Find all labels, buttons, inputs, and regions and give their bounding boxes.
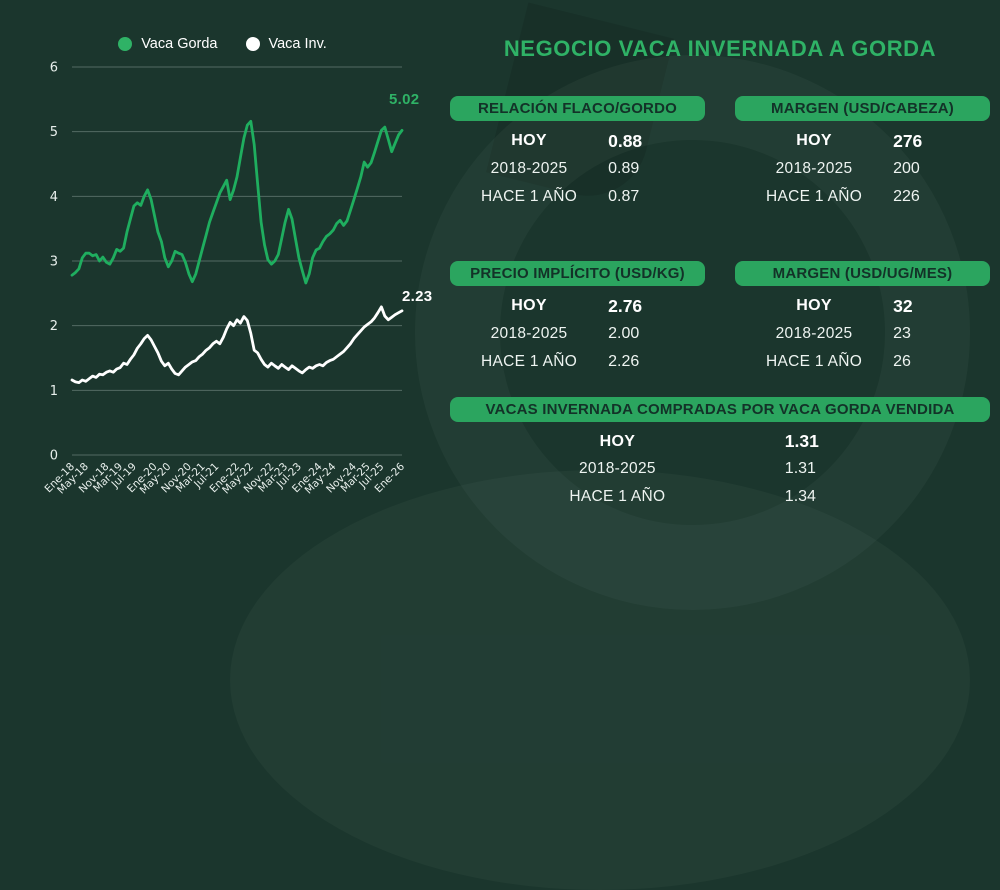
y-axis-label: 0 [50, 449, 58, 464]
stat-row: HOY 0.88 [450, 127, 705, 155]
stat-label: HOY [796, 132, 832, 149]
y-axis-label: 1 [50, 384, 58, 399]
stat-label: HOY [511, 297, 547, 314]
y-axis-label: 5 [50, 125, 58, 140]
y-axis-label: 4 [50, 190, 58, 205]
vaca-inv-last-value: 2.23 [402, 288, 433, 305]
legend-label-vaca-gorda: Vaca Gorda [141, 36, 218, 52]
stat-value: 1.34 [784, 487, 816, 505]
stat-value: 32 [893, 295, 913, 316]
card-title-margen-usd-cabeza: MARGEN (USD/CABEZA) [735, 96, 990, 121]
line-chart-canvas: 0123456Ene-18May-18Nov-18Mar-19Jul-19Ene… [43, 61, 408, 497]
vaca-gorda-last-value: 5.02 [389, 91, 420, 108]
stat-row: HOY 276 [735, 127, 990, 155]
chart-legend: Vaca Gorda Vaca Inv. [0, 36, 445, 52]
stat-value: 0.88 [608, 130, 643, 151]
stat-value: 0.87 [608, 188, 640, 205]
stat-row: 2018-2025 2.00 [450, 320, 705, 348]
y-axis-label: 6 [50, 61, 58, 76]
legend-label-vaca-inv: Vaca Inv. [268, 36, 327, 52]
stat-row: 2018-2025 1.31 [450, 456, 990, 484]
stat-value: 226 [893, 188, 920, 205]
card-vacas-compradas: VACAS INVERNADA COMPRADAS POR VACA GORDA… [450, 397, 990, 511]
stat-label: HACE 1 AÑO [569, 487, 666, 505]
stat-label: 2018-2025 [775, 325, 853, 342]
card-precio-implicito: PRECIO IMPLÍCITO (USD/KG) HOY 2.76 2018-… [450, 261, 705, 397]
card-title-precio-implicito: PRECIO IMPLÍCITO (USD/KG) [450, 261, 705, 286]
stat-value: 1.31 [784, 460, 816, 478]
stat-label: 2018-2025 [490, 325, 568, 342]
stat-value: 200 [893, 160, 920, 177]
stat-row: HACE 1 AÑO 26 [735, 348, 990, 376]
y-axis-label: 2 [50, 319, 58, 334]
stat-label: HACE 1 AÑO [481, 188, 578, 205]
stat-value: 0.89 [608, 160, 640, 177]
stat-value: 2.26 [608, 353, 640, 370]
stat-row: HOY 32 [735, 292, 990, 320]
stat-row: 2018-2025 0.89 [450, 155, 705, 183]
vaca-gorda-dot-icon [118, 37, 133, 51]
stat-row: 2018-2025 23 [735, 320, 990, 348]
card-title-margen-usd-ug-mes: MARGEN (USD/UG/MES) [735, 261, 990, 286]
legend-item-vaca-inv: Vaca Inv. [245, 36, 327, 52]
stat-label: HOY [599, 432, 636, 450]
stat-value: 276 [893, 130, 923, 151]
stat-label: HACE 1 AÑO [766, 188, 863, 205]
price-chart: Vaca Gorda Vaca Inv. 0 1 2 3 4 5 6 Ene-18 May-18… [0, 0, 445, 563]
stat-row: HACE 1 AÑO 226 [735, 183, 990, 211]
vaca-gorda-line [70, 119, 404, 285]
stat-label: 2018-2025 [490, 160, 568, 177]
legend-item-vaca-gorda: Vaca Gorda [118, 36, 218, 52]
vaca-inv-line [70, 305, 404, 385]
stats-row-2: PRECIO IMPLÍCITO (USD/KG) HOY 2.76 2018-… [450, 261, 990, 397]
stat-label: 2018-2025 [578, 460, 656, 478]
stat-label: HOY [796, 297, 832, 314]
card-title-vacas-compradas: VACAS INVERNADA COMPRADAS POR VACA GORDA… [450, 397, 990, 422]
stat-label: 2018-2025 [775, 160, 853, 177]
stat-value: 2.00 [608, 325, 640, 342]
stat-row: HACE 1 AÑO 1.34 [450, 483, 990, 511]
stat-row: 2018-2025 200 [735, 155, 990, 183]
page-title: NEGOCIO VACA INVERNADA A GORDA [503, 36, 937, 61]
card-margen-usd-ug-mes: MARGEN (USD/UG/MES) HOY 32 2018-2025 23 … [735, 261, 990, 397]
stat-value: 2.76 [608, 295, 643, 316]
stat-row: HOY 2.76 [450, 292, 705, 320]
stat-label: HOY [511, 132, 547, 149]
vaca-inv-dot-icon [245, 37, 260, 51]
y-axis-label: 3 [50, 255, 58, 270]
stat-row: HACE 1 AÑO 2.26 [450, 348, 705, 376]
card-relacion-flaco-gordo: RELACIÓN FLACO/GORDO HOY 0.88 2018-2025 … [450, 96, 705, 261]
stat-value: 26 [893, 353, 911, 370]
stat-value: 1.31 [784, 431, 819, 452]
card-margen-usd-cabeza: MARGEN (USD/CABEZA) HOY 276 2018-2025 20… [735, 96, 990, 261]
stats-row-1: RELACIÓN FLACO/GORDO HOY 0.88 2018-2025 … [450, 96, 990, 261]
card-title-relacion-flaco-gordo: RELACIÓN FLACO/GORDO [450, 96, 705, 121]
stat-label: HACE 1 AÑO [766, 353, 863, 370]
stats-panel: RELACIÓN FLACO/GORDO HOY 0.88 2018-2025 … [450, 96, 990, 505]
stat-label: HACE 1 AÑO [481, 353, 578, 370]
stat-value: 23 [893, 325, 911, 342]
stat-row: HACE 1 AÑO 0.87 [450, 183, 705, 211]
stat-row: HOY 1.31 [450, 428, 990, 456]
